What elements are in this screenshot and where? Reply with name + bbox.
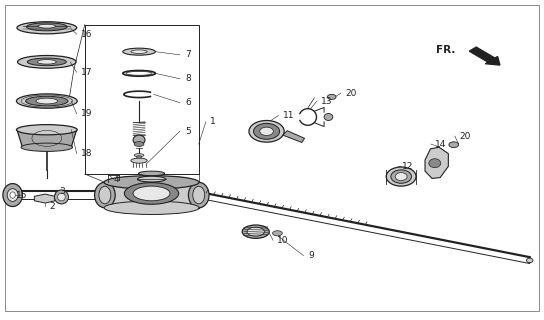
Polygon shape [105, 182, 199, 208]
Ellipse shape [21, 143, 72, 151]
Ellipse shape [429, 159, 441, 168]
Ellipse shape [16, 94, 77, 108]
Ellipse shape [58, 193, 65, 201]
Text: 10: 10 [277, 236, 289, 245]
Ellipse shape [254, 123, 280, 139]
Ellipse shape [249, 121, 284, 142]
Ellipse shape [3, 184, 22, 206]
Text: 15: 15 [16, 191, 27, 200]
Ellipse shape [131, 50, 147, 53]
Ellipse shape [38, 60, 57, 64]
Ellipse shape [188, 182, 209, 208]
Text: FR.: FR. [436, 45, 455, 55]
Ellipse shape [95, 182, 115, 208]
Ellipse shape [395, 172, 407, 180]
Ellipse shape [134, 142, 144, 147]
Ellipse shape [16, 124, 77, 135]
Ellipse shape [36, 98, 58, 104]
Text: 12: 12 [402, 162, 413, 171]
Ellipse shape [139, 171, 165, 176]
Ellipse shape [133, 135, 145, 145]
Ellipse shape [193, 186, 205, 204]
Ellipse shape [7, 191, 18, 199]
Text: 4: 4 [114, 175, 119, 184]
Ellipse shape [10, 192, 15, 198]
Polygon shape [34, 194, 55, 203]
Ellipse shape [125, 183, 178, 204]
Text: 3: 3 [59, 188, 65, 196]
Text: 2: 2 [50, 202, 55, 211]
Polygon shape [283, 131, 305, 142]
Text: 5: 5 [185, 127, 191, 136]
Ellipse shape [7, 189, 18, 201]
Text: 6: 6 [185, 98, 191, 107]
Text: 11: 11 [283, 111, 294, 120]
Ellipse shape [273, 231, 282, 236]
Ellipse shape [247, 227, 264, 236]
Ellipse shape [386, 167, 416, 186]
Ellipse shape [131, 158, 147, 163]
Text: 7: 7 [185, 50, 191, 59]
Ellipse shape [54, 190, 69, 204]
Ellipse shape [527, 258, 533, 263]
Ellipse shape [327, 94, 336, 100]
Ellipse shape [26, 96, 68, 106]
Ellipse shape [138, 176, 166, 182]
Ellipse shape [123, 48, 156, 55]
Polygon shape [425, 147, 448, 179]
Ellipse shape [17, 55, 76, 68]
Text: 9: 9 [308, 251, 314, 260]
Text: 8: 8 [185, 74, 191, 83]
Ellipse shape [324, 114, 333, 121]
Text: 18: 18 [81, 149, 92, 158]
Ellipse shape [38, 24, 55, 28]
Ellipse shape [104, 201, 199, 214]
Ellipse shape [99, 186, 111, 204]
Text: 19: 19 [81, 109, 92, 118]
FancyArrow shape [469, 47, 500, 65]
Text: 17: 17 [81, 68, 92, 77]
Ellipse shape [27, 58, 66, 66]
Ellipse shape [260, 127, 273, 135]
Text: 20: 20 [345, 89, 357, 98]
Ellipse shape [27, 23, 67, 31]
Text: 1: 1 [209, 117, 215, 126]
Text: 14: 14 [435, 140, 446, 148]
Ellipse shape [449, 142, 459, 148]
Text: 16: 16 [81, 30, 92, 39]
Ellipse shape [134, 154, 144, 157]
Ellipse shape [391, 170, 411, 183]
Polygon shape [17, 130, 77, 147]
Ellipse shape [137, 156, 142, 158]
Ellipse shape [17, 22, 77, 34]
Ellipse shape [133, 186, 170, 201]
Ellipse shape [242, 225, 269, 238]
Ellipse shape [104, 176, 199, 189]
Text: 20: 20 [459, 132, 471, 140]
Text: 13: 13 [321, 97, 332, 106]
